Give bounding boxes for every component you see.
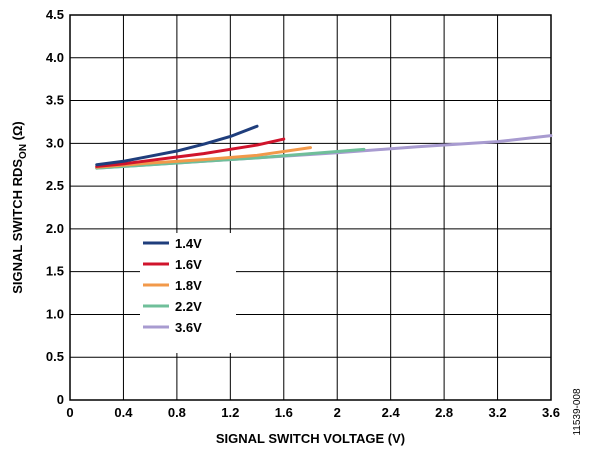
x-tick-label-5: 2 (334, 405, 341, 420)
y-tick-label-2: 1.0 (46, 306, 64, 321)
legend-label-1-6v: 1.6V (175, 257, 202, 272)
x-tick-label-4: 1.6 (275, 405, 293, 420)
figure-id: 11539-008 (572, 388, 583, 436)
series-line-1-6v (95, 137, 286, 168)
plot-area (69, 14, 552, 401)
series-line-2-2v (95, 147, 366, 170)
y-axis-label: SIGNAL SWITCH RDSON (Ω) (10, 121, 29, 294)
legend-background (140, 233, 236, 353)
legend-label-1-8v: 1.8V (175, 278, 202, 293)
y-axis-label-main: SIGNAL SWITCH RDS (10, 159, 25, 294)
series-line-1-8v (95, 146, 312, 169)
x-tick-label-8: 3.2 (489, 405, 507, 420)
y-axis-label-subscript: ON (18, 144, 29, 159)
y-tick-label-4: 2.0 (46, 221, 64, 236)
y-tick-label-0: 0 (57, 392, 64, 407)
x-tick-label-1: 0.4 (114, 405, 133, 420)
y-tick-label-3: 1.5 (46, 264, 64, 279)
x-tick-label-6: 2.4 (382, 405, 401, 420)
x-tick-label-9: 3.6 (542, 405, 560, 420)
legend-label-2-2v: 2.2V (175, 299, 202, 314)
legend-label-1-4v: 1.4V (175, 236, 202, 251)
y-tick-label-9: 4.5 (46, 7, 64, 22)
y-tick-label-5: 2.5 (46, 178, 64, 193)
x-tick-label-7: 2.8 (435, 405, 453, 420)
x-tick-label-3: 1.2 (221, 405, 239, 420)
y-tick-label-8: 4.0 (46, 50, 64, 65)
tick-labels: 0 0.4 0.8 1.2 1.6 2 2.4 2.8 3.2 3.6 0 0.5 1.0 1.5 2.0 2… (46, 7, 560, 420)
y-axis-label-unit: (Ω) (10, 121, 25, 144)
x-tick-label-0: 0 (66, 405, 73, 420)
series-layer (95, 124, 553, 170)
y-tick-label-1: 0.5 (46, 349, 64, 364)
legend: 1.4V 1.6V 1.8V 2.2V 3.6V (140, 233, 236, 353)
series-line-1-4v (95, 124, 259, 167)
x-axis-label: SIGNAL SWITCH VOLTAGE (V) (216, 431, 405, 446)
y-tick-label-7: 3.5 (46, 93, 64, 108)
x-tick-label-2: 0.8 (168, 405, 186, 420)
legend-label-3-6v: 3.6V (175, 320, 202, 335)
y-tick-label-6: 3.0 (46, 135, 64, 150)
